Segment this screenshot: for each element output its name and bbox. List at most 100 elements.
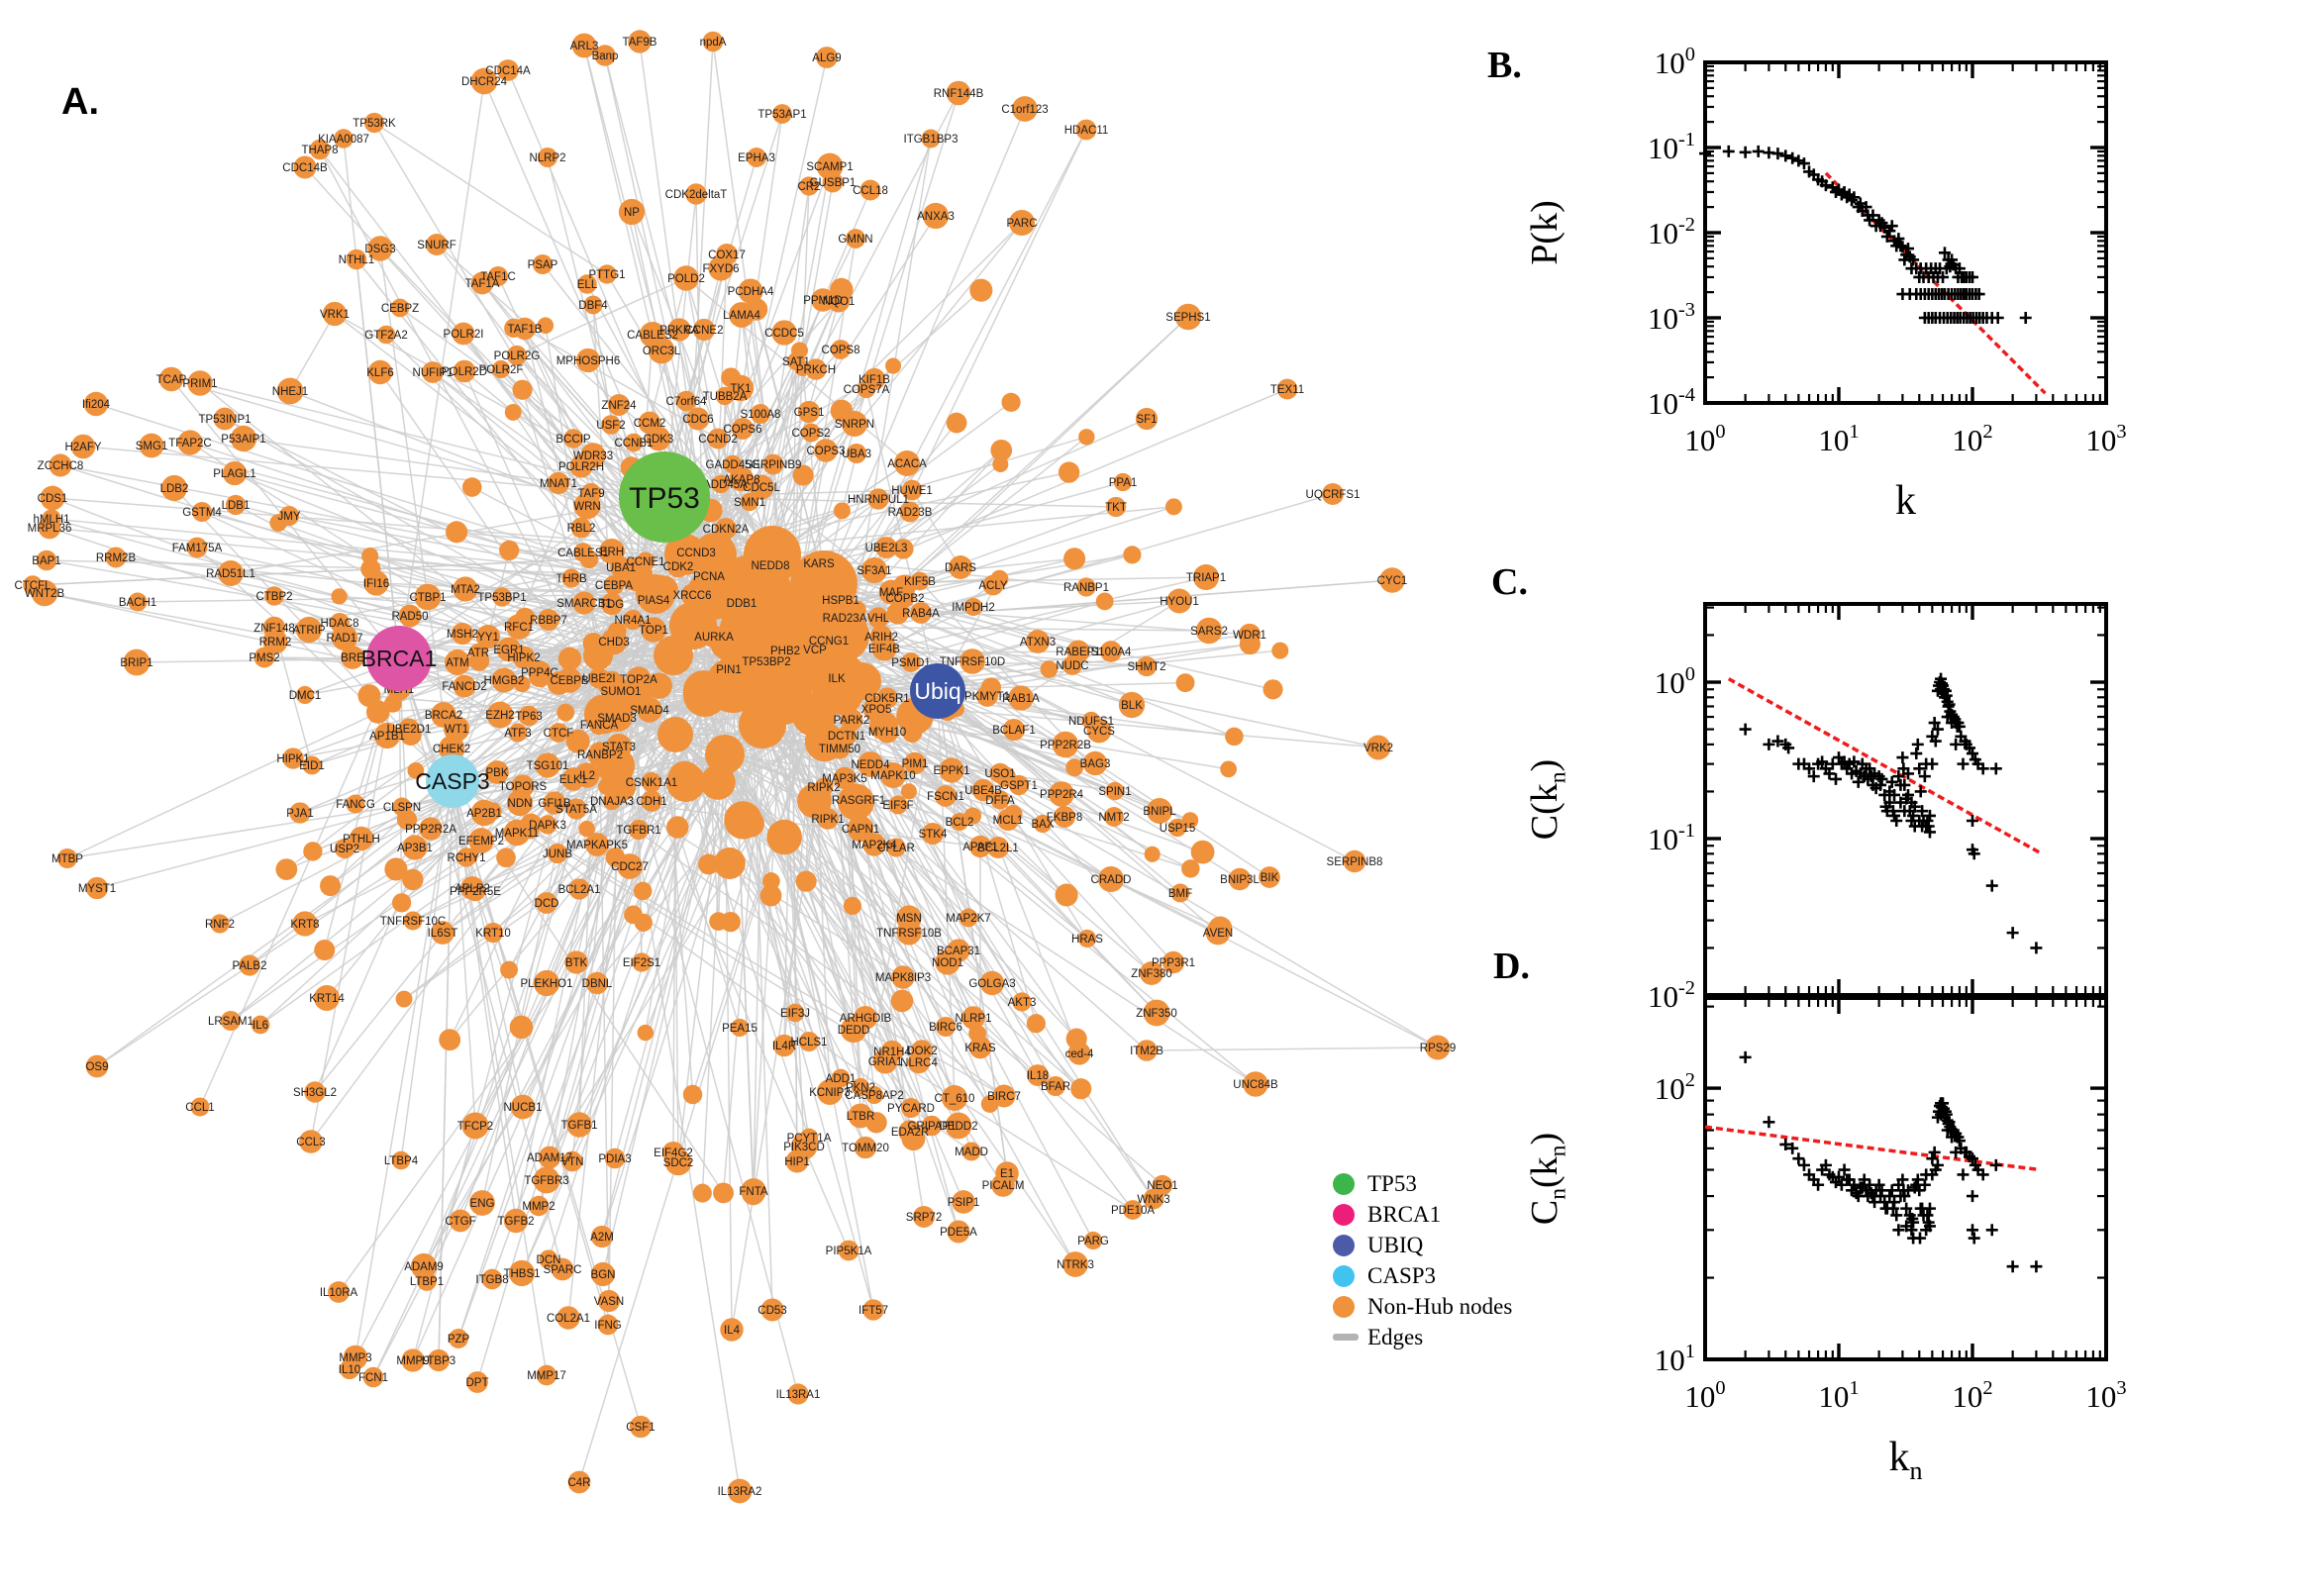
- network-node-label: BACH1: [119, 597, 156, 609]
- network-node: [792, 464, 814, 486]
- network-node-label: SNURF: [417, 240, 456, 251]
- network-node-label: NLRP1: [955, 1013, 991, 1025]
- network-node: [587, 742, 613, 767]
- network-node: [449, 1209, 472, 1233]
- network-node-label: COPS7A: [844, 384, 890, 396]
- network-node-label: P53AIP1: [221, 434, 265, 446]
- network-node-label: ADD1: [826, 1073, 857, 1085]
- network-node: [500, 960, 519, 979]
- network-node-label: TGFB1: [560, 1120, 597, 1132]
- network-node: [220, 1010, 242, 1032]
- network-node: [1077, 929, 1097, 948]
- network-node: [461, 1112, 489, 1140]
- network-node-label: CFLAR: [877, 843, 915, 854]
- network-node: [801, 423, 821, 443]
- network-node: [922, 202, 950, 230]
- network-node-label: PPP3R1: [1152, 957, 1195, 969]
- network-node: [731, 592, 753, 614]
- network-node: [628, 30, 652, 53]
- network-node: [251, 1015, 270, 1035]
- legend-label: Edges: [1367, 1324, 1424, 1349]
- network-node-label: HDAC11: [1064, 125, 1109, 137]
- network-node-label: ADAM9: [404, 1261, 444, 1273]
- network-node: [339, 1358, 360, 1380]
- network-node-label: ELK1: [559, 774, 587, 786]
- network-node: [556, 1306, 580, 1330]
- network-node-label: UNC84B: [1233, 1079, 1278, 1091]
- network-node-label: CD53: [758, 1305, 786, 1317]
- network-node-label: PARC: [1006, 218, 1037, 230]
- network-node-label: THBS1: [503, 1268, 540, 1280]
- network-node-label: PPP2R2B: [1040, 740, 1091, 751]
- network-node-label: BTK: [565, 957, 588, 969]
- network-node-label: ILK: [828, 673, 846, 685]
- network-node-label: NR1H4: [873, 1047, 911, 1058]
- network-node: [1095, 592, 1114, 611]
- network-node-label: npdA: [700, 37, 727, 49]
- network-node: [707, 428, 729, 449]
- network-node: [597, 1314, 619, 1336]
- network-node-label: STK4: [919, 829, 948, 841]
- network-node: [702, 31, 724, 52]
- network-node-label: SRP72: [906, 1212, 942, 1224]
- network-node: [466, 1371, 488, 1393]
- network-node: [533, 969, 560, 997]
- network-node: [990, 439, 1013, 461]
- network-node-label: COPS6: [724, 424, 762, 436]
- network-node: [854, 1136, 877, 1159]
- xtick-label: 102: [1952, 1377, 1992, 1414]
- network-node-label: NOD1: [932, 957, 963, 969]
- network-nodes: [23, 30, 1451, 1504]
- network-node-label: ALG9: [812, 52, 841, 64]
- network-node: [867, 607, 889, 629]
- network-node-label: WRN: [573, 501, 600, 513]
- network-node: [1276, 378, 1298, 400]
- network-node-label: CCM2: [634, 418, 666, 430]
- network-node: [697, 564, 721, 588]
- network-node-label: GSTM4: [182, 507, 222, 519]
- network-node-label: SCAMP1: [806, 161, 853, 173]
- network-node: [833, 502, 851, 520]
- network-node: [222, 460, 248, 486]
- network-node-label: S100A8: [741, 409, 781, 421]
- network-node: [939, 757, 964, 783]
- network-node-label: MCL1: [993, 815, 1024, 827]
- network-node-label: CASP8AP2: [845, 1090, 903, 1102]
- network-node: [578, 820, 595, 838]
- network-node: [1104, 807, 1124, 827]
- hub-node-tp53: [619, 451, 710, 543]
- network-node-label: MAPKAPK5: [566, 840, 628, 851]
- network-node: [49, 453, 72, 477]
- network-node: [1170, 883, 1190, 903]
- network-node: [512, 646, 536, 669]
- network-node-label: DSG3: [364, 244, 395, 255]
- network-node-label: ZNF148: [253, 623, 295, 635]
- hub-node-casp3: [426, 754, 479, 808]
- network-node: [289, 802, 311, 824]
- network-node: [608, 678, 634, 704]
- network-node: [456, 848, 476, 867]
- network-node: [1067, 1042, 1091, 1065]
- network-node: [1379, 567, 1405, 593]
- network-node-label: TFCP2: [457, 1121, 493, 1133]
- network-node: [1062, 655, 1082, 675]
- network-node-label: DDB1: [727, 598, 758, 610]
- network-node-label: CCL18: [853, 185, 888, 197]
- network-node: [452, 322, 475, 346]
- network-node-label: BNIPL: [1143, 806, 1176, 818]
- network-node-label: CEBPA: [595, 580, 633, 592]
- network-node: [331, 624, 358, 651]
- network-node-label: CABLES1: [557, 548, 609, 559]
- network-node-label: MSN: [896, 913, 922, 925]
- network-node-label: EID1: [299, 760, 325, 772]
- network-node-label: PLAGL1: [213, 468, 255, 480]
- network-node: [1008, 685, 1034, 711]
- network-node: [264, 586, 284, 606]
- legend-item-edges: Edges: [1333, 1322, 1512, 1352]
- legend: TP53 BRCA1 UBIQ CASP3 Non-Hub nodes Edge…: [1333, 1168, 1512, 1352]
- network-node-label: UBE2D1: [387, 724, 432, 736]
- network-node-label: EPHA3: [738, 152, 775, 164]
- network-node-label: TAF1A: [465, 278, 500, 290]
- network-node-label: TNFRSF10D: [940, 656, 1005, 668]
